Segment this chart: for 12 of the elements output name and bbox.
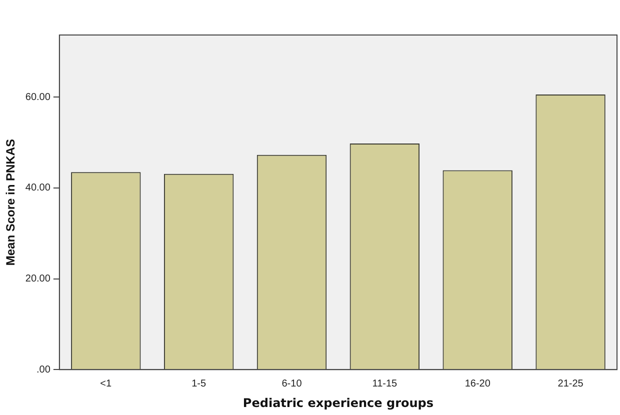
y-tick-label: 60.00 xyxy=(25,92,51,103)
y-tick-label: .00 xyxy=(36,364,51,376)
y-tick-label: 40.00 xyxy=(25,182,51,194)
x-tick-label: 16-20 xyxy=(464,378,491,390)
x-tick-label: 11-15 xyxy=(372,378,398,390)
x-tick-label: <1 xyxy=(100,378,112,390)
x-axis-title: Pediatric experience groups xyxy=(242,396,434,410)
x-tick-label: 1-5 xyxy=(192,378,206,390)
y-tick-label: 20.00 xyxy=(25,274,51,285)
x-tick-label: 21-25 xyxy=(558,378,584,390)
x-tick-label: 6-10 xyxy=(282,378,302,390)
y-axis-title: Mean Score in PNKAS xyxy=(4,138,18,266)
